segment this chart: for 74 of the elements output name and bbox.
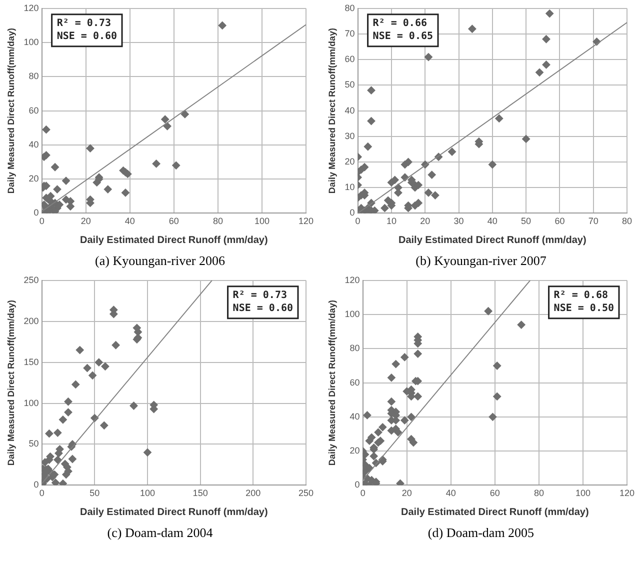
x-tick-label: 250	[298, 488, 314, 498]
y-axis-title: Daily Measured Direct Runoff(mm/day)	[6, 300, 16, 466]
y-tick-label: 200	[24, 316, 39, 326]
y-tick-label: 60	[350, 377, 360, 388]
y-tick-label: 80	[344, 2, 355, 13]
y-tick-label: 20	[344, 156, 355, 166]
x-tick-label: 120	[619, 488, 635, 498]
y-tick-label: 70	[344, 28, 355, 38]
x-tick-label: 60	[490, 488, 500, 498]
annotation: R² = 0.73	[232, 290, 287, 301]
y-tick-label: 100	[24, 37, 39, 48]
x-tick-label: 100	[140, 488, 156, 498]
y-tick-label: 30	[344, 130, 355, 141]
y-tick-label: 150	[24, 356, 39, 367]
y-tick-label: 100	[24, 398, 39, 408]
x-tick-label: 200	[246, 488, 261, 498]
x-tick-label: 20	[420, 216, 430, 226]
y-tick-label: 0	[34, 208, 39, 218]
y-tick-label: 80	[28, 71, 39, 82]
x-tick-label: 30	[454, 216, 464, 226]
x-axis-title: Daily Estimated Direct Runoff (mm/day)	[401, 506, 589, 518]
x-tick-label: 70	[588, 216, 598, 226]
y-tick-label: 10	[344, 182, 355, 192]
y-tick-label: 20	[28, 174, 39, 184]
text: (a) Kyoungan-river 2006	[94, 252, 226, 270]
x-tick-label: 80	[534, 488, 544, 498]
y-axis-title: Daily Measured Direct Runoff(mm/day)	[6, 28, 16, 194]
y-tick-label: 0	[34, 480, 39, 490]
x-tick-label: 50	[521, 216, 532, 226]
y-tick-label: 0	[354, 480, 360, 490]
x-tick-label: 40	[487, 216, 498, 226]
y-tick-label: 60	[28, 105, 39, 116]
x-tick-label: 150	[192, 488, 208, 498]
annotation: NSE = 0.60	[56, 30, 118, 42]
x-tick-label: 10	[386, 216, 396, 226]
x-tick-label: 20	[80, 216, 91, 226]
y-tick-label: 50	[344, 80, 355, 90]
x-tick-label: 60	[554, 216, 565, 226]
y-tick-label: 100	[344, 309, 360, 320]
x-tick-label: 40	[446, 488, 456, 498]
text: (b) Kyoungan-river 2007	[414, 252, 548, 270]
x-tick-label: 20	[402, 488, 412, 498]
y-tick-label: 50	[28, 438, 39, 449]
x-axis-title: Daily Estimated Direct Runoff (mm/day)	[80, 506, 268, 518]
x-tick-label: 100	[254, 216, 270, 226]
annotation: R² = 0.73	[56, 18, 112, 29]
annotation: NSE = 0.65	[372, 30, 434, 42]
x-axis-title: Daily Estimated Direct Runoff (mm/day)	[80, 234, 268, 246]
x-tick-label: 80	[622, 216, 632, 226]
x-axis-title: Daily Estimated Direct Runoff (mm/day)	[398, 234, 586, 246]
annotation: R² = 0.68	[554, 290, 608, 301]
x-tick-label: 120	[298, 216, 314, 226]
annotation: NSE = 0.60	[232, 302, 294, 314]
annotation: NSE = 0.50	[554, 302, 614, 314]
annotation: R² = 0.66	[372, 18, 427, 29]
y-tick-label: 40	[350, 411, 360, 422]
y-tick-label: 0	[350, 208, 355, 218]
text: (c) Doam-dam 2004	[106, 524, 214, 542]
y-axis-title: Daily Measured Direct Runoff(mm/day)	[326, 28, 337, 194]
y-tick-label: 120	[344, 274, 360, 285]
x-tick-label: 40	[124, 216, 135, 226]
text: (d) Doam-dam 2005	[426, 524, 536, 542]
y-tick-label: 60	[344, 54, 355, 64]
y-tick-label: 20	[350, 446, 360, 456]
y-tick-label: 120	[24, 2, 39, 13]
y-tick-label: 40	[344, 105, 355, 116]
y-tick-label: 250	[24, 274, 39, 285]
y-tick-label: 40	[28, 139, 39, 150]
x-tick-label: 50	[90, 488, 100, 498]
y-axis-title: Daily Measured Direct Runoff(mm/day)	[326, 300, 337, 466]
x-tick-label: 80	[212, 216, 223, 226]
x-tick-label: 60	[168, 216, 179, 226]
x-tick-label: 100	[575, 488, 590, 498]
y-tick-label: 80	[350, 343, 360, 354]
